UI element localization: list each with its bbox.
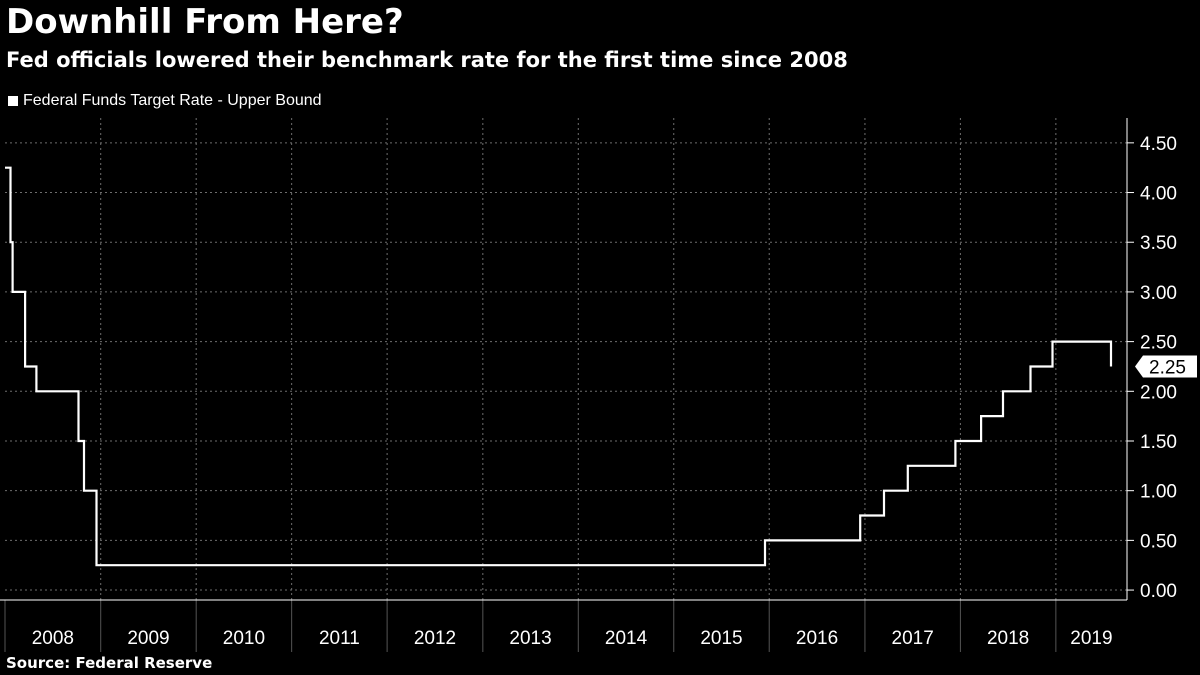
x-tick-label: 2019 — [1070, 628, 1112, 649]
chart-title: Downhill From Here? — [6, 2, 404, 42]
x-tick-label: 2012 — [414, 628, 456, 649]
x-tick-label: 2013 — [509, 628, 551, 649]
x-tick-label: 2018 — [987, 628, 1029, 649]
legend-label: Federal Funds Target Rate - Upper Bound — [23, 92, 322, 109]
x-tick-label: 2010 — [223, 628, 265, 649]
x-tick-label: 2009 — [127, 628, 169, 649]
chart-subtitle: Fed officials lowered their benchmark ra… — [6, 48, 848, 72]
x-tick-label: 2015 — [700, 628, 742, 649]
y-tick-label: 4.50 — [1140, 134, 1177, 155]
x-tick-label: 2011 — [319, 628, 360, 649]
x-tick-label: 2014 — [605, 628, 648, 649]
last-value-label: 2.25 — [1149, 357, 1186, 378]
x-tick-label: 2017 — [892, 628, 934, 649]
source-note: Source: Federal Reserve — [6, 654, 213, 672]
y-tick-label: 3.00 — [1140, 283, 1177, 304]
y-tick-label: 2.00 — [1140, 382, 1177, 403]
series-line — [5, 166, 1113, 567]
y-tick-label: 3.50 — [1140, 233, 1177, 254]
legend-swatch — [8, 96, 18, 106]
y-tick-label: 1.00 — [1140, 482, 1177, 503]
legend: Federal Funds Target Rate - Upper Bound — [8, 90, 322, 112]
y-tick-label: 2.50 — [1140, 333, 1177, 354]
y-tick-label: 0.00 — [1140, 581, 1177, 602]
y-tick-label: 1.50 — [1140, 432, 1177, 453]
x-tick-label: 2008 — [32, 628, 74, 649]
y-tick-label: 0.50 — [1140, 531, 1177, 552]
y-tick-label: 4.00 — [1140, 184, 1177, 205]
x-tick-label: 2016 — [796, 628, 838, 649]
last-value-marker — [1135, 355, 1197, 378]
